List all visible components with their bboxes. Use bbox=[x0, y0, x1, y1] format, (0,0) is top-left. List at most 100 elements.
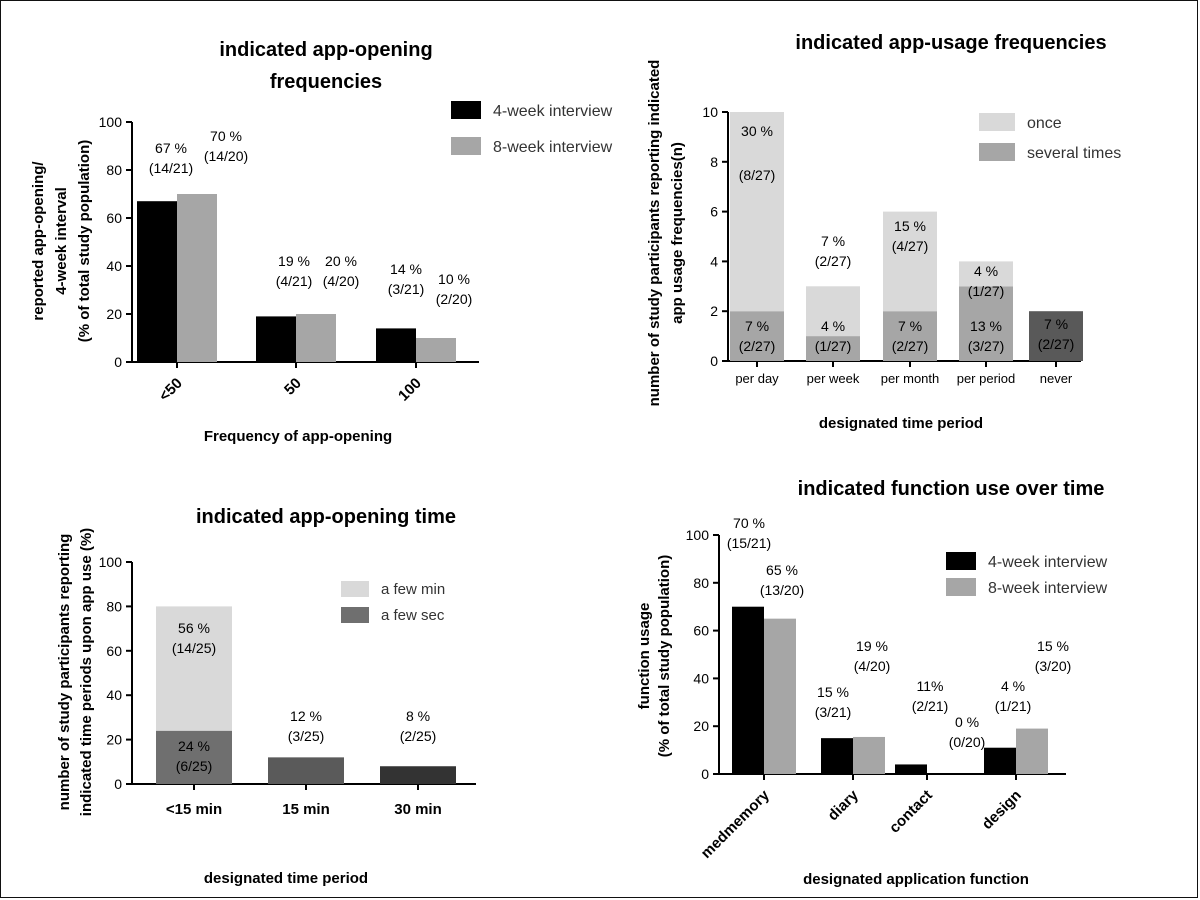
bar bbox=[821, 738, 853, 774]
legend-swatch bbox=[341, 581, 369, 597]
y-tick-label: 40 bbox=[693, 670, 709, 686]
data-label: 10 % bbox=[438, 271, 470, 287]
data-label: (2/27) bbox=[739, 338, 776, 354]
data-label: (14/25) bbox=[172, 640, 216, 656]
data-label: (2/27) bbox=[892, 338, 929, 354]
x-axis-label: Frequency of app-opening bbox=[204, 428, 392, 445]
chart-title: indicated app-opening bbox=[219, 39, 432, 61]
y-axis-label: reported app-opening/ bbox=[30, 161, 47, 321]
y-tick-label: 40 bbox=[106, 258, 122, 274]
data-label: 4 % bbox=[1001, 678, 1025, 694]
data-label: (0/20) bbox=[949, 734, 986, 750]
x-tick-label: design bbox=[979, 787, 1025, 833]
bar bbox=[732, 606, 764, 774]
y-tick-label: 80 bbox=[106, 598, 122, 614]
chart-title: indicated app-opening time bbox=[196, 506, 456, 528]
data-label: (14/21) bbox=[149, 160, 193, 176]
y-tick-label: 20 bbox=[106, 732, 122, 748]
y-axis-label: 4-week interval bbox=[53, 187, 70, 295]
data-label: (2/27) bbox=[1038, 336, 1075, 352]
data-label: (1/27) bbox=[815, 338, 852, 354]
chart-title: frequencies bbox=[270, 71, 382, 93]
x-axis-label: designated time period bbox=[819, 415, 983, 432]
data-label: 0 % bbox=[955, 714, 979, 730]
y-tick-label: 60 bbox=[106, 210, 122, 226]
legend-swatch bbox=[979, 143, 1015, 161]
data-label: 20 % bbox=[325, 253, 357, 269]
data-label: 7 % bbox=[821, 233, 845, 249]
data-label: 7 % bbox=[1044, 316, 1068, 332]
data-label: 19 % bbox=[856, 638, 888, 654]
y-tick-label: 8 bbox=[710, 154, 718, 170]
bar bbox=[296, 314, 336, 362]
x-tick-label: <50 bbox=[156, 375, 186, 405]
data-label: 13 % bbox=[970, 318, 1002, 334]
legend-label: once bbox=[1027, 115, 1062, 132]
data-label: (4/20) bbox=[323, 273, 360, 289]
x-axis-label: designated application function bbox=[803, 871, 1029, 888]
data-label: 56 % bbox=[178, 620, 210, 636]
chart-opening-time: indicated app-opening time 0 20 40 60 80 100 nu… bbox=[56, 506, 476, 887]
x-tick-label: 100 bbox=[395, 375, 425, 405]
x-tick-label: 30 min bbox=[394, 801, 442, 818]
y-axis-label: number of study participants reporting bbox=[56, 534, 73, 811]
y-tick-label: 40 bbox=[106, 687, 122, 703]
y-tick-label: 80 bbox=[106, 162, 122, 178]
legend-label: 8-week interview bbox=[988, 580, 1108, 597]
legend-swatch bbox=[451, 101, 481, 119]
data-label: (2/25) bbox=[400, 728, 437, 744]
bar-segment bbox=[380, 766, 456, 784]
legend-swatch bbox=[341, 607, 369, 623]
y-axis-label: (% of total study population) bbox=[656, 555, 673, 757]
chart-function-use: indicated function use over time 0 20 40 60 8… bbox=[636, 478, 1108, 888]
bar-segment bbox=[806, 286, 860, 337]
data-label: (6/25) bbox=[176, 758, 213, 774]
data-label: 11% bbox=[917, 678, 944, 694]
x-tick-label: <15 min bbox=[166, 801, 222, 818]
bar-segment bbox=[156, 606, 232, 731]
x-tick-label: diary bbox=[824, 786, 862, 824]
data-label: 7 % bbox=[745, 318, 769, 334]
y-tick-label: 20 bbox=[693, 718, 709, 734]
data-label: (1/21) bbox=[995, 698, 1032, 714]
bar bbox=[416, 338, 456, 362]
y-tick-label: 10 bbox=[702, 104, 718, 120]
legend-label: several times bbox=[1027, 145, 1121, 162]
data-label: (3/25) bbox=[288, 728, 325, 744]
bar-segment bbox=[156, 730, 232, 784]
data-label: 30 % bbox=[741, 123, 773, 139]
chart-title: indicated app-usage frequencies bbox=[795, 32, 1106, 54]
legend-swatch bbox=[946, 578, 976, 596]
bar-segment bbox=[883, 211, 937, 312]
bar bbox=[376, 328, 416, 362]
data-label: 15 % bbox=[1037, 638, 1069, 654]
data-label: (3/20) bbox=[1035, 658, 1072, 674]
data-label: 4 % bbox=[821, 318, 845, 334]
bar-segment bbox=[959, 286, 1013, 361]
data-label: 12 % bbox=[290, 708, 322, 724]
bar bbox=[256, 316, 296, 362]
bar bbox=[764, 618, 796, 774]
y-tick-label: 100 bbox=[99, 554, 123, 570]
y-axis-label: function usage bbox=[636, 603, 653, 710]
data-label: 70 % bbox=[210, 128, 242, 144]
legend-label: a few min bbox=[381, 581, 445, 598]
bar-segment bbox=[730, 311, 784, 361]
data-label: 19 % bbox=[278, 253, 310, 269]
bar bbox=[177, 194, 217, 362]
bar bbox=[984, 747, 1016, 774]
y-tick-label: 6 bbox=[710, 204, 718, 220]
x-tick-label: per period bbox=[957, 371, 1016, 386]
data-label: (3/27) bbox=[968, 338, 1005, 354]
chart-opening-frequency: indicated app-opening frequencies 0 20 40 60 8… bbox=[30, 39, 613, 445]
legend-label: 8-week interview bbox=[493, 139, 613, 156]
data-label: 65 % bbox=[766, 562, 798, 578]
bar bbox=[1016, 728, 1048, 774]
data-label: (13/20) bbox=[760, 582, 804, 598]
bar-segment bbox=[730, 112, 784, 312]
data-label: (8/27) bbox=[739, 167, 776, 183]
data-label: 8 % bbox=[406, 708, 430, 724]
y-tick-label: 4 bbox=[710, 253, 718, 269]
